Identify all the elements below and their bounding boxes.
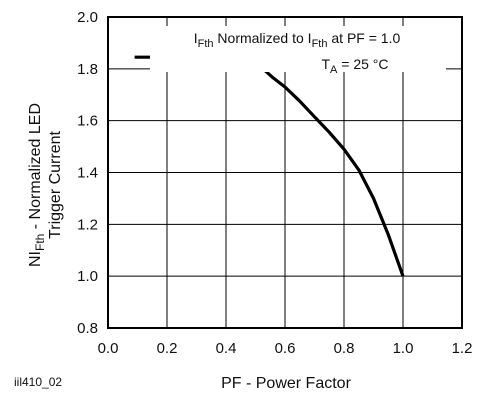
y-axis-label-line-2: Trigger Current <box>47 131 64 239</box>
annotation-text: at PF = 1.0 <box>327 30 400 46</box>
annotation-background <box>150 26 446 72</box>
y-tick-label: 2.0 <box>77 9 98 26</box>
x-tick-label: 0.2 <box>157 340 178 357</box>
figure-code: iil410_02 <box>14 375 62 389</box>
plot-frame <box>107 16 463 329</box>
x-axis-label: PF - Power Factor <box>221 375 351 392</box>
x-tick-label: 1.2 <box>452 340 473 357</box>
series-layer <box>134 55 405 277</box>
x-tick-labels: 0.0 0.2 0.4 0.6 0.8 1.0 1.2 <box>98 340 473 357</box>
y-tick-label: 1.4 <box>77 165 98 182</box>
x-tick-label: 0.6 <box>275 340 296 357</box>
series-line <box>134 55 405 277</box>
y-tick-labels: 0.8 1.0 1.2 1.4 1.6 1.8 2.0 <box>77 9 98 337</box>
annotation-text: Normalized to I <box>214 30 312 46</box>
annotation-text: = 25 °C <box>337 56 388 72</box>
y-axis-label-line-1: NIFth - Normalized LED <box>27 103 47 267</box>
y-tick-label: 0.8 <box>77 320 98 337</box>
y-tick-label: 1.8 <box>77 61 98 78</box>
y-label-prefix: NI <box>27 251 44 267</box>
y-label-suffix: - Normalized LED <box>27 103 44 234</box>
y-tick-label: 1.0 <box>77 268 98 285</box>
x-tick-label: 0.4 <box>216 340 237 357</box>
y-tick-label: 1.2 <box>77 216 98 233</box>
y-tick-label: 1.6 <box>77 113 98 130</box>
y-label-prefix-sub: Fth <box>33 234 47 251</box>
x-tick-label: 1.0 <box>393 340 414 357</box>
annotation-text: I <box>194 30 198 46</box>
annotation-line-1: IFth Normalized to IFth at PF = 1.0 <box>194 30 401 50</box>
annotation-subscript: Fth <box>198 38 214 50</box>
annotation-text: T <box>321 56 330 72</box>
x-tick-label: 0.8 <box>334 340 355 357</box>
x-tick-label: 0.0 <box>98 340 119 357</box>
annotation-subscript: A <box>330 64 338 76</box>
annotation-subscript: Fth <box>312 38 328 50</box>
annotation-line-2: TA = 25 °C <box>321 56 388 76</box>
